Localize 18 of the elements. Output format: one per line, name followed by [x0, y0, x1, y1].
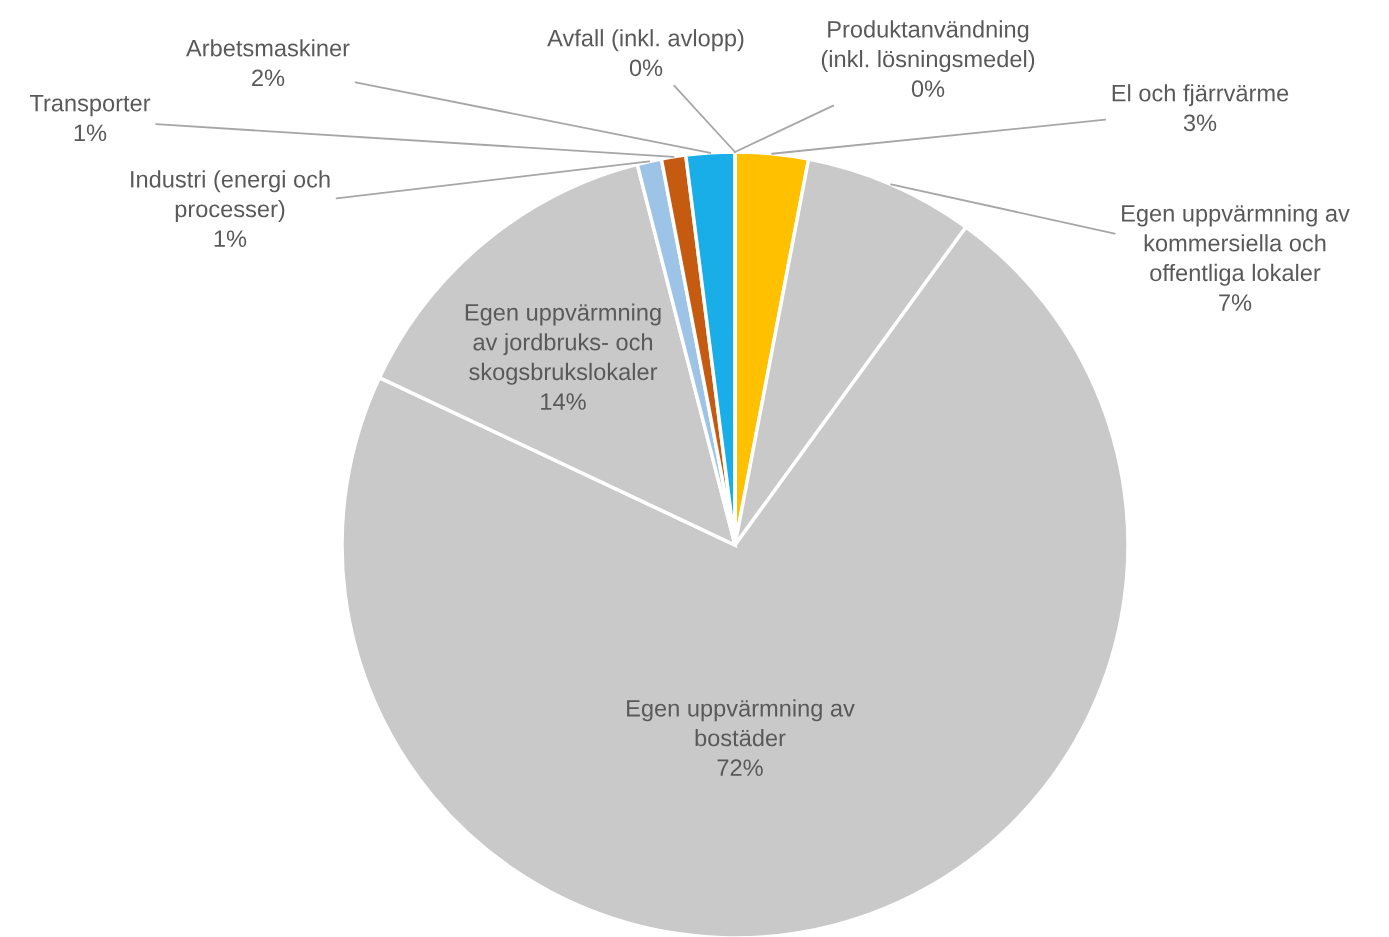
- category-label: Avfall (inkl. avlopp): [547, 29, 744, 52]
- data-label: 3%: [1183, 114, 1217, 132]
- data-label: 2%: [252, 69, 285, 87]
- slice-label: Transporter: [29, 95, 151, 117]
- slice-label: Arbetsmaskiner: [186, 39, 350, 57]
- data-label: 7%: [1219, 294, 1252, 311]
- slice-label: Industri (energi och processer): [131, 170, 330, 222]
- data-label: 72%: [717, 759, 763, 776]
- text: 0%: [629, 59, 663, 77]
- text: 0%: [911, 80, 945, 98]
- data-label: 14%: [541, 393, 586, 410]
- data-label: 1%: [74, 124, 107, 142]
- slice-label: Egen uppvärmning av kommersiella och offentliga lokaler: [1122, 204, 1350, 286]
- slice-label: El och fjärrvärme: [1112, 84, 1289, 107]
- category-label: Produktanvändning (inkl. lösningsmedel): [821, 20, 1035, 72]
- data-label: 1%: [214, 230, 247, 247]
- slice-label: Egen uppvärmning av bostäder: [627, 699, 855, 747]
- slice-label: Egen uppvärmning av jordbruks- och skogsbrukslokaler: [465, 303, 661, 385]
